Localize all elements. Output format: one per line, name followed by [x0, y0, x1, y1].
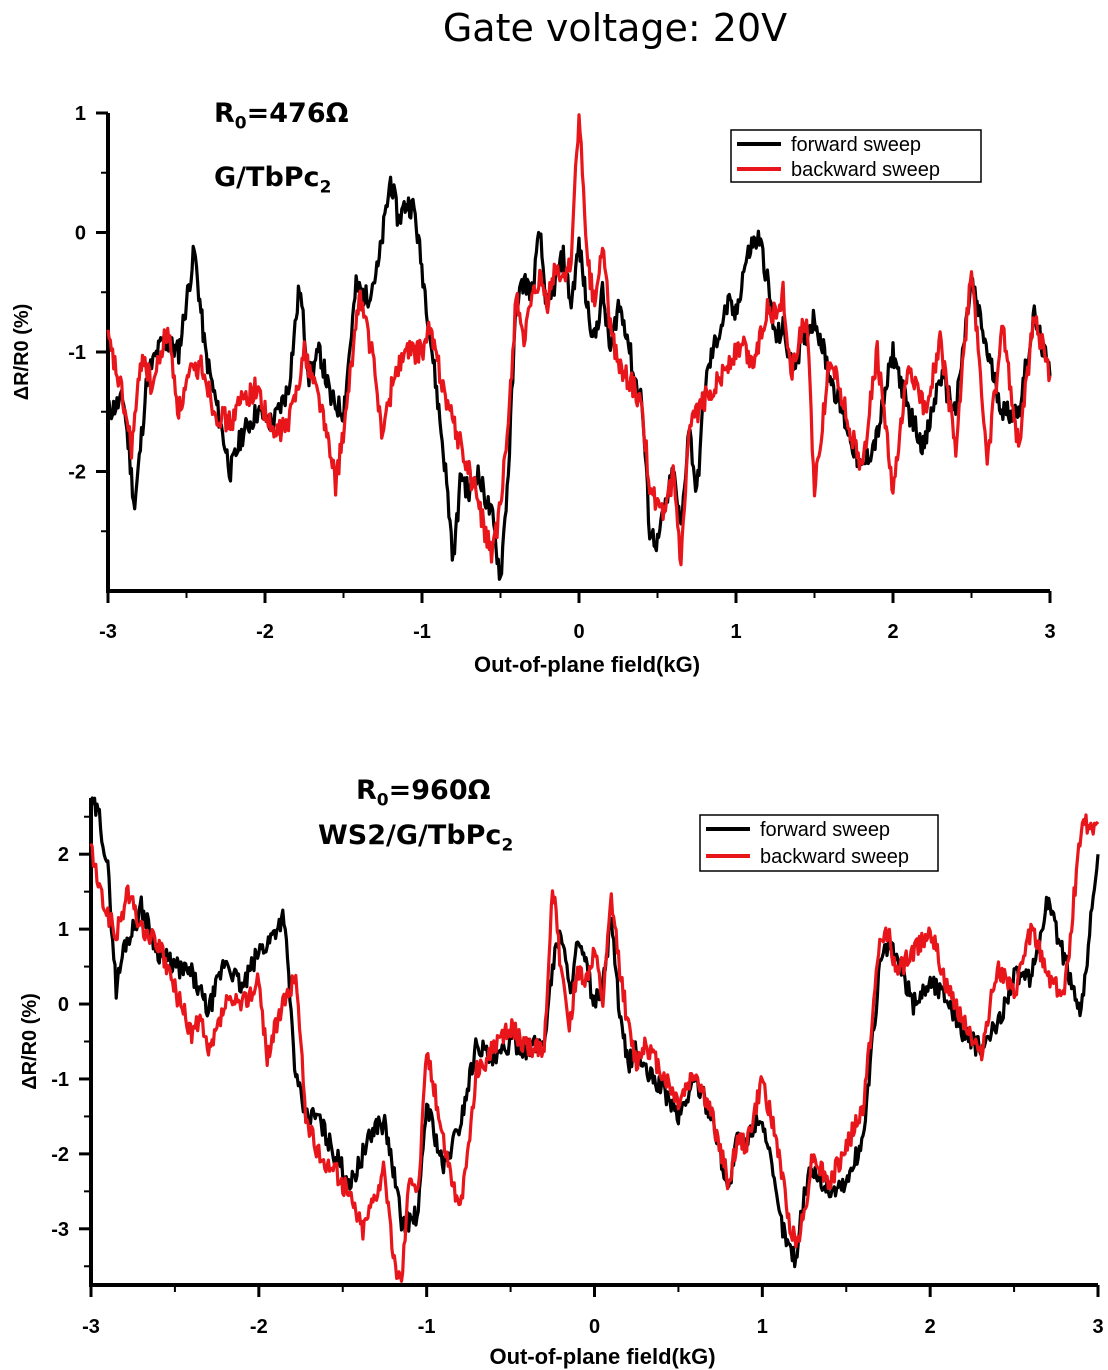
r0-annotation-top: R0=476Ω [214, 98, 349, 134]
x-tick-label: -3 [99, 621, 117, 643]
x-tick-label: 3 [1044, 621, 1055, 643]
forward-sweep-line [89, 796, 1100, 1269]
x-tick-label: 2 [925, 1316, 936, 1338]
y-tick-label: 1 [75, 103, 86, 125]
x-tick-label: -2 [250, 1316, 268, 1338]
x-tick-label: 0 [573, 621, 584, 643]
x-axis-label: Out-of-plane field(kG) [474, 652, 700, 677]
y-tick-label: -2 [51, 1144, 69, 1166]
x-axis-label: Out-of-plane field(kG) [489, 1344, 715, 1369]
y-tick-label: -2 [68, 462, 86, 484]
legend: forward sweep backward sweep [730, 129, 982, 183]
backward-sweep-line [106, 113, 1052, 567]
sample-annotation-bottom: WS2/G/TbPc2 [318, 820, 514, 856]
panel-bottom: -3 -2 -1 0 1 2 3 2 1 0 -1 -2 -3 Out-of-plane field(kG… [19, 796, 1104, 1369]
legend-box [730, 129, 982, 183]
x-tick-label: -2 [256, 621, 274, 643]
forward-sweep-line [106, 175, 1052, 581]
y-tick-label: -3 [51, 1219, 69, 1241]
r0-annotation-bottom: R0=960Ω [356, 775, 491, 811]
legend-backward-label: backward sweep [760, 846, 909, 868]
y-tick-label: 2 [58, 844, 69, 866]
x-tick-label: 3 [1092, 1316, 1103, 1338]
figure-title: Gate voltage: 20V [442, 6, 788, 50]
x-tick-label: 0 [589, 1316, 600, 1338]
x-tick-label: -3 [82, 1316, 100, 1338]
x-tick-label: 2 [887, 621, 898, 643]
backward-sweep-line [89, 813, 1100, 1283]
legend-backward-label: backward sweep [791, 159, 940, 181]
y-tick-label: 0 [58, 994, 69, 1016]
legend: forward sweep backward sweep [699, 814, 939, 872]
y-axis-label: ΔR/R0 (%) [19, 993, 41, 1090]
y-axis-label: ΔR/R0 (%) [11, 304, 33, 401]
y-tick-label: -1 [68, 342, 86, 364]
legend-forward-label: forward sweep [791, 134, 921, 156]
y-tick-label: 0 [75, 223, 86, 245]
x-tick-label: -1 [418, 1316, 436, 1338]
x-tick-label: -1 [413, 621, 431, 643]
sample-annotation-top: G/TbPc2 [214, 162, 332, 198]
y-tick-label: 1 [58, 919, 69, 941]
legend-forward-label: forward sweep [760, 819, 890, 841]
x-tick-label: 1 [757, 1316, 768, 1338]
panel-top: -3 -2 -1 0 1 2 3 1 0 -1 -2 Out-of-plane field(kG) ΔR… [11, 103, 1056, 677]
legend-box [699, 814, 939, 872]
y-tick-label: -1 [51, 1069, 69, 1091]
x-tick-label: 1 [730, 621, 741, 643]
